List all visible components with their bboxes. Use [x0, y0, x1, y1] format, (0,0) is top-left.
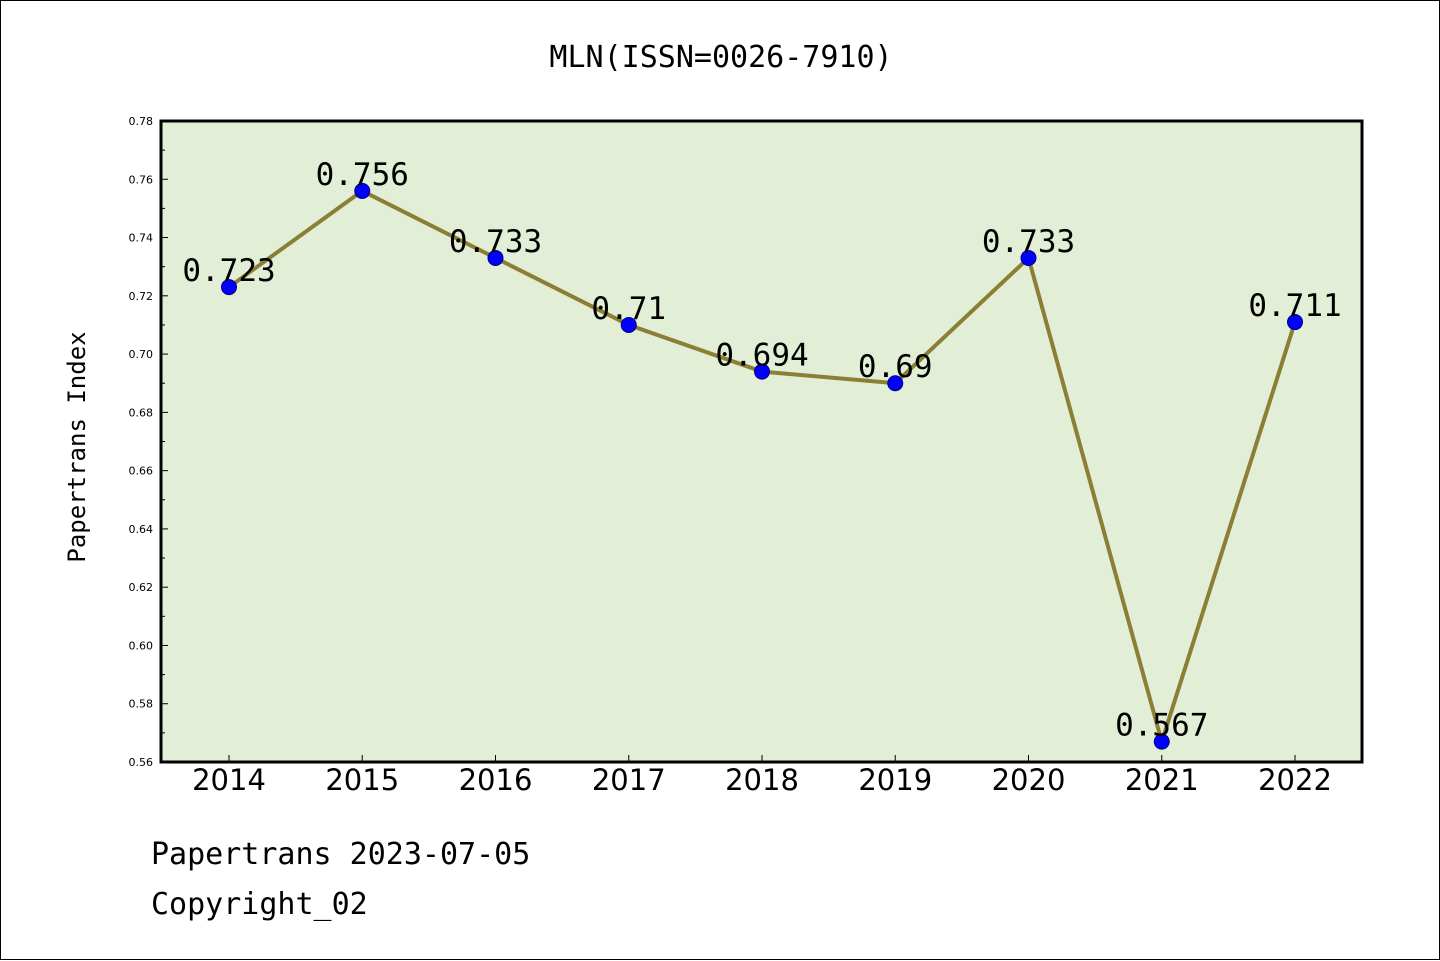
data-point [1153, 733, 1170, 750]
data-label: 0.733 [449, 224, 542, 260]
y-tick-label: 0.70 [129, 348, 154, 361]
plot-area [161, 121, 1362, 762]
x-tick-label: 2020 [992, 763, 1066, 797]
x-tick-label: 2019 [858, 763, 932, 797]
y-tick-label: 0.62 [129, 581, 154, 594]
data-point [221, 279, 237, 296]
y-tick-label: 0.76 [129, 173, 154, 186]
y-tick-label: 0.56 [129, 756, 154, 769]
data-point [354, 182, 371, 199]
data-labels: 0.723 0.756 0.733 0.71 0.694 0.69 0.733 0.567 0.… [182, 157, 1341, 744]
data-point [620, 316, 637, 333]
x-tick-label: 2021 [1125, 763, 1199, 797]
y-tick-label: 0.74 [129, 232, 154, 245]
x-tick-label: 2014 [192, 763, 266, 797]
footer-date: Papertrans 2023-07-05 [151, 837, 531, 872]
plot-border [159, 119, 1364, 764]
x-tick-label: 2018 [725, 763, 799, 797]
x-axis: 2014 2015 2016 2017 2018 2019 2020 2021 2022 [192, 755, 1332, 797]
data-label: 0.723 [182, 253, 275, 289]
data-label: 0.567 [1115, 708, 1208, 744]
y-tick-label: 0.68 [129, 406, 154, 419]
data-point [487, 249, 504, 266]
data-label: 0.733 [982, 224, 1075, 260]
footer-copyright: Copyright_02 [151, 887, 368, 922]
data-points [221, 182, 1303, 750]
data-label: 0.756 [316, 157, 409, 193]
y-tick-label: 0.72 [129, 290, 154, 303]
data-point [1020, 249, 1037, 266]
y-axis-label: Papertrans Index [63, 331, 91, 562]
x-tick-label: 2016 [459, 763, 533, 797]
x-tick-label: 2017 [592, 763, 666, 797]
data-label: 0.71 [591, 291, 666, 327]
y-tick-label: 0.58 [129, 698, 154, 711]
data-label: 0.69 [858, 349, 933, 385]
y-tick-label: 0.64 [129, 523, 154, 536]
data-label: 0.711 [1248, 288, 1341, 324]
y-tick-label: 0.60 [129, 639, 154, 652]
y-axis: 0.56 0.58 0.60 0.62 0.64 0.66 0.68 0.70 0.72 0.74… [129, 115, 168, 769]
x-tick-label: 2015 [325, 763, 399, 797]
data-label: 0.694 [715, 338, 808, 374]
y-tick-label: 0.66 [129, 465, 154, 478]
chart-title: MLN(ISSN=0026-7910) [549, 40, 892, 75]
data-point [887, 375, 904, 392]
data-point [754, 363, 770, 380]
y-tick-label: 0.78 [129, 115, 154, 128]
data-point [1287, 314, 1303, 331]
x-tick-label: 2022 [1258, 763, 1332, 797]
